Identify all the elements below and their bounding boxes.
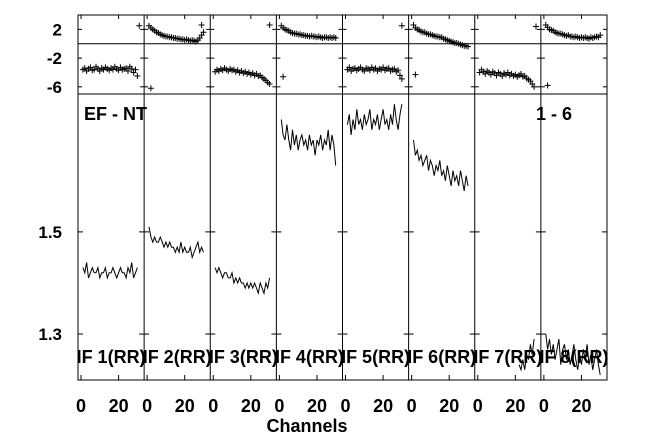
- x-tick-label: 0: [539, 396, 549, 416]
- x-tick-label: 20: [373, 396, 393, 416]
- x-tick-label: 20: [175, 396, 195, 416]
- phase-point: [128, 65, 135, 72]
- phase-outlier-point: [136, 22, 143, 29]
- series-label: IF 4(RR): [275, 347, 344, 367]
- phase-outlier-point: [280, 73, 287, 80]
- series-label: IF 2(RR): [143, 347, 212, 367]
- phase-point: [531, 83, 538, 90]
- amplitude-line: [346, 104, 403, 135]
- series-8: [542, 22, 604, 375]
- phase-point: [134, 73, 141, 80]
- amplitude-line: [518, 339, 535, 372]
- series-3: [212, 22, 273, 296]
- series-label: IF 8(RR): [539, 347, 608, 367]
- x-tick-label: 0: [142, 396, 152, 416]
- amplitude-line: [214, 266, 271, 296]
- phase-point: [398, 75, 405, 82]
- phase-y-tick-label: -6: [47, 78, 62, 97]
- amplitude-line: [280, 119, 337, 166]
- data-traces: [79, 22, 604, 375]
- phase-outlier-point: [398, 22, 405, 29]
- panel-boxes: [77, 14, 608, 381]
- phase-outlier-point: [147, 85, 154, 92]
- phase-point: [464, 43, 471, 50]
- phase-outlier-point: [266, 22, 273, 29]
- phase-outlier-point: [532, 23, 539, 30]
- phase-point: [332, 34, 339, 41]
- x-tick-label: 0: [208, 396, 218, 416]
- phase-point: [346, 64, 353, 71]
- amplitude-line: [545, 333, 601, 375]
- annotation-left: EF - NT: [84, 104, 147, 124]
- amplitude-line: [413, 139, 469, 192]
- series-label: IF 6(RR): [407, 347, 476, 367]
- x-tick-label: 0: [407, 396, 417, 416]
- amplitude-line: [82, 262, 138, 280]
- phase-point: [124, 68, 131, 75]
- x-tick-label: 20: [439, 396, 459, 416]
- phase-point: [597, 32, 604, 39]
- x-tick-label: 20: [241, 396, 261, 416]
- x-tick-label: 20: [307, 396, 327, 416]
- x-tick-label: 20: [109, 396, 129, 416]
- x-tick-label: 0: [76, 396, 86, 416]
- x-tick-label: 0: [340, 396, 350, 416]
- phase-point: [132, 66, 139, 73]
- annotation-right: 1 - 6: [536, 104, 572, 124]
- phase-y-tick-label: 2: [53, 20, 62, 39]
- phase-point: [395, 67, 402, 74]
- x-axis-label: Channels: [266, 416, 347, 436]
- series-6: [410, 22, 471, 192]
- phase-outlier-point: [198, 22, 205, 29]
- phase-point: [396, 72, 403, 79]
- amplitude-y-tick-label: 1.5: [38, 223, 62, 242]
- series-label: IF 3(RR): [209, 347, 278, 367]
- x-tick-label: 0: [274, 396, 284, 416]
- x-tick-label: 20: [505, 396, 525, 416]
- series-label: IF 7(RR): [473, 347, 542, 367]
- amplitude-y-tick-label: 1.3: [38, 325, 62, 344]
- x-tick-label: 20: [571, 396, 591, 416]
- series-2: [146, 22, 207, 260]
- phase-outlier-point: [412, 71, 419, 78]
- axis-ticks: [78, 15, 607, 380]
- phase-outlier-point: [544, 82, 551, 89]
- amplitude-line: [148, 226, 204, 260]
- series-7: [476, 23, 539, 372]
- x-tick-label: 0: [473, 396, 483, 416]
- axis-labels: 2 -2 -6 1.5 1.3 0 20 0 20 0 20 0 20 0 20 0 20 0 20 0 20 IF 1(…: [38, 20, 608, 416]
- phase-y-tick-label: -2: [47, 49, 62, 68]
- series-label: IF 1(RR): [77, 347, 146, 367]
- series-5: [344, 22, 405, 135]
- series-4: [278, 22, 339, 166]
- series-1: [79, 22, 143, 280]
- series-label: IF 5(RR): [341, 347, 410, 367]
- phase-point: [266, 80, 273, 87]
- phase-point: [200, 29, 207, 36]
